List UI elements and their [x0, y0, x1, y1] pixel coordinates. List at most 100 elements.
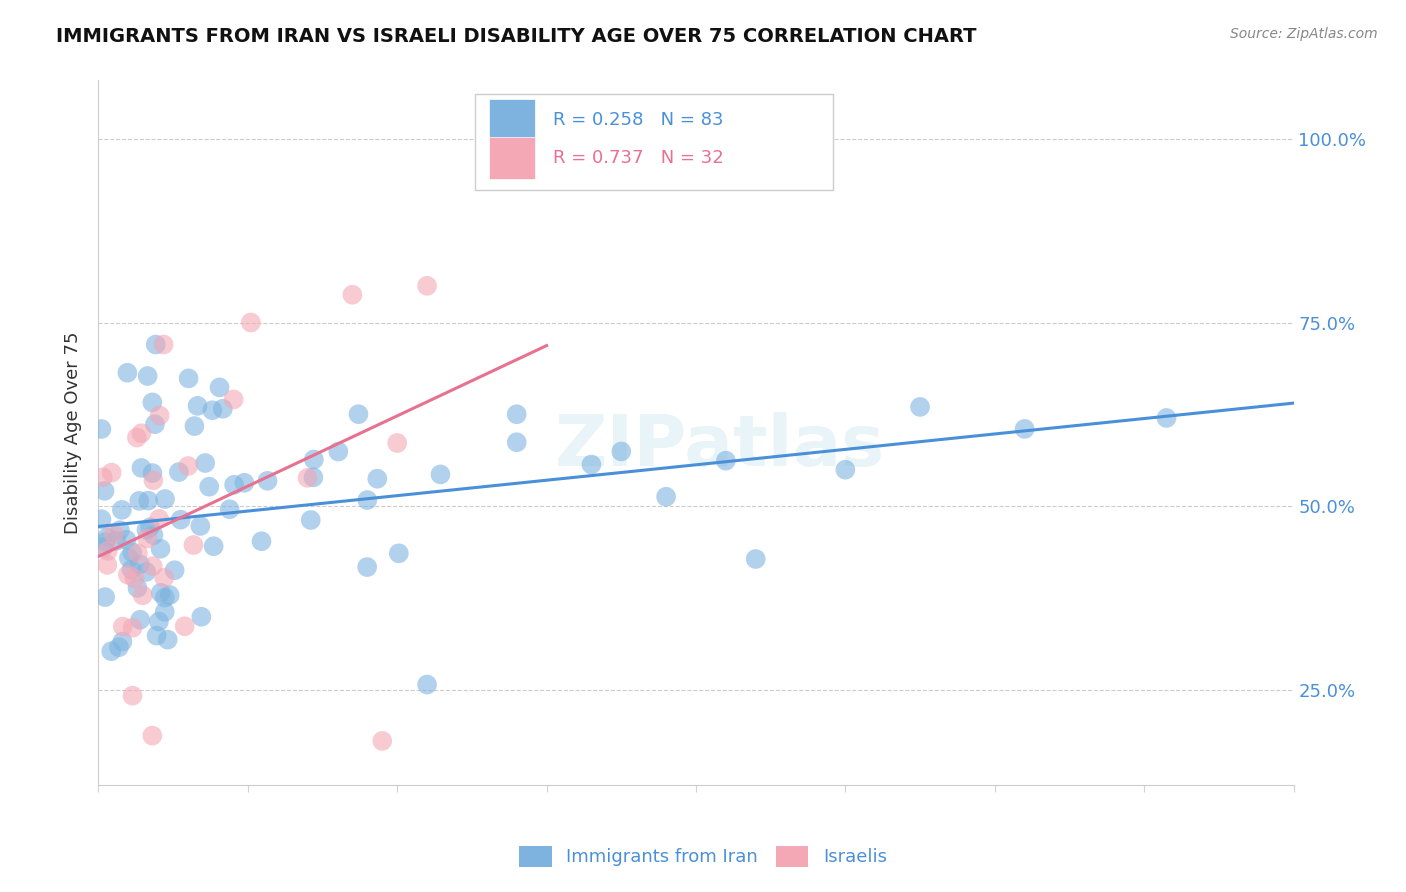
Point: [198, 480, 221, 494]
Point: [127, 546, 149, 560]
Point: [115, 533, 138, 547]
Y-axis label: Disability Age Over 75: Disability Age Over 75: [65, 331, 83, 534]
Point: [136, 532, 159, 546]
Point: [256, 474, 278, 488]
Point: [141, 729, 163, 743]
Point: [1014, 422, 1036, 436]
Point: [141, 395, 163, 409]
Point: [224, 477, 246, 491]
Point: [385, 436, 409, 450]
Point: [96, 530, 118, 544]
Point: [117, 366, 139, 380]
Point: [1156, 411, 1178, 425]
Point: [371, 734, 394, 748]
Point: [834, 463, 856, 477]
Point: [356, 560, 378, 574]
Point: [121, 621, 143, 635]
Point: [194, 456, 217, 470]
Point: [429, 467, 451, 482]
Point: [745, 552, 768, 566]
Point: [136, 493, 159, 508]
Point: [148, 615, 170, 629]
Point: [581, 458, 603, 472]
Point: [145, 337, 167, 351]
Point: [153, 605, 176, 619]
Point: [177, 458, 200, 473]
Point: [143, 417, 166, 432]
Point: [94, 590, 117, 604]
Point: [96, 558, 118, 572]
Point: [183, 419, 205, 434]
Point: [135, 523, 157, 537]
Point: [163, 563, 186, 577]
Point: [218, 502, 240, 516]
Text: Source: ZipAtlas.com: Source: ZipAtlas.com: [1230, 27, 1378, 41]
Point: [170, 513, 193, 527]
Point: [655, 490, 678, 504]
Point: [908, 400, 931, 414]
Point: [506, 407, 529, 421]
Point: [103, 527, 125, 541]
Point: [149, 586, 172, 600]
FancyBboxPatch shape: [489, 99, 534, 142]
Point: [121, 689, 143, 703]
Point: [148, 512, 170, 526]
Point: [202, 539, 225, 553]
Point: [139, 520, 162, 534]
Point: [131, 426, 153, 441]
FancyBboxPatch shape: [489, 136, 534, 179]
Point: [153, 591, 176, 605]
Point: [299, 513, 322, 527]
Point: [118, 551, 141, 566]
Point: [135, 565, 157, 579]
Point: [149, 541, 172, 556]
Point: [302, 452, 325, 467]
Point: [186, 399, 208, 413]
Point: [131, 461, 153, 475]
Text: IMMIGRANTS FROM IRAN VS ISRAELI DISABILITY AGE OVER 75 CORRELATION CHART: IMMIGRANTS FROM IRAN VS ISRAELI DISABILI…: [56, 27, 977, 45]
Point: [129, 613, 152, 627]
Point: [108, 640, 131, 655]
Point: [153, 491, 176, 506]
Point: [183, 538, 205, 552]
Point: [250, 534, 273, 549]
Point: [201, 403, 224, 417]
Point: [124, 572, 146, 586]
Point: [156, 632, 179, 647]
Point: [100, 466, 122, 480]
Point: [159, 588, 181, 602]
Point: [328, 444, 350, 458]
Point: [142, 473, 165, 487]
Point: [356, 493, 378, 508]
Point: [188, 519, 211, 533]
Point: [416, 677, 439, 691]
Point: [142, 559, 165, 574]
Point: [90, 512, 112, 526]
Point: [136, 369, 159, 384]
Point: [142, 528, 165, 542]
Point: [302, 470, 325, 484]
Point: [141, 466, 163, 480]
Point: [117, 567, 139, 582]
Point: [208, 380, 231, 394]
Point: [173, 619, 195, 633]
Point: [121, 563, 143, 577]
Point: [347, 407, 370, 421]
Point: [167, 465, 190, 479]
Legend: Immigrants from Iran, Israelis: Immigrants from Iran, Israelis: [512, 838, 894, 874]
Point: [190, 609, 212, 624]
Point: [366, 472, 388, 486]
Point: [222, 392, 245, 407]
Point: [177, 371, 200, 385]
Text: R = 0.737   N = 32: R = 0.737 N = 32: [553, 149, 723, 167]
Point: [239, 316, 262, 330]
Point: [111, 503, 134, 517]
Point: [128, 558, 150, 572]
Point: [125, 431, 148, 445]
Text: R = 0.258   N = 83: R = 0.258 N = 83: [553, 112, 723, 129]
Point: [297, 471, 319, 485]
Point: [100, 644, 122, 658]
Point: [105, 533, 128, 548]
Point: [128, 494, 150, 508]
Point: [91, 541, 114, 555]
